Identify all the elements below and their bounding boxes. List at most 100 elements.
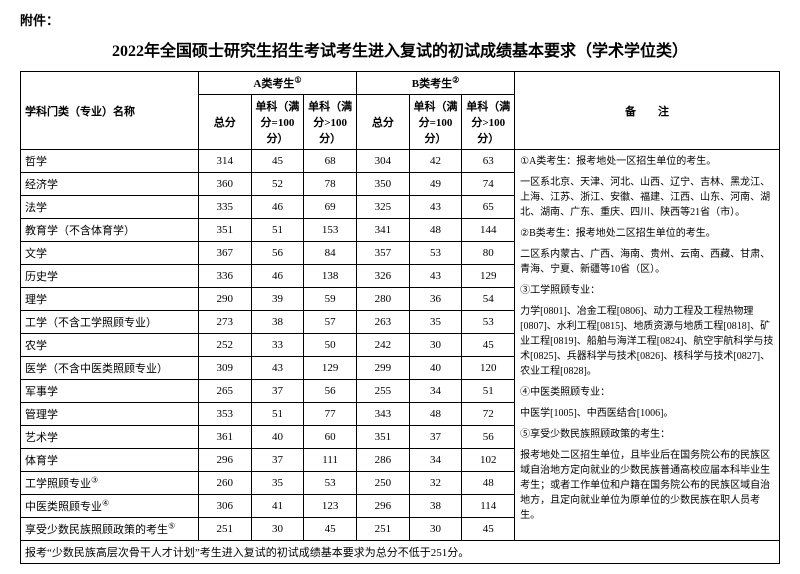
score-cell: 72	[462, 403, 515, 426]
score-cell: 52	[251, 173, 304, 196]
score-cell: 43	[409, 265, 462, 288]
score-cell: 351	[198, 219, 251, 242]
score-cell: 54	[462, 288, 515, 311]
score-cell: 48	[409, 403, 462, 426]
score-cell: 40	[409, 357, 462, 380]
row-name: 工学照顾专业③	[21, 472, 199, 495]
score-cell: 351	[357, 426, 410, 449]
score-cell: 129	[304, 357, 357, 380]
score-cell: 45	[462, 334, 515, 357]
row-name: 工学（不含工学照顾专业）	[21, 311, 199, 334]
score-cell: 43	[409, 196, 462, 219]
score-cell: 114	[462, 495, 515, 518]
row-name: 享受少数民族照顾政策的考生⑤	[21, 518, 199, 541]
row-name: 文学	[21, 242, 199, 265]
score-cell: 343	[357, 403, 410, 426]
score-cell: 56	[462, 426, 515, 449]
score-cell: 42	[409, 150, 462, 173]
score-cell: 69	[304, 196, 357, 219]
score-cell: 53	[304, 472, 357, 495]
score-cell: 45	[462, 518, 515, 541]
row-name: 管理学	[21, 403, 199, 426]
score-cell: 314	[198, 150, 251, 173]
score-cell: 53	[462, 311, 515, 334]
page-title: 2022年全国硕士研究生招生考试考生进入复试的初试成绩基本要求（学术学位类）	[20, 37, 780, 61]
score-cell: 46	[251, 265, 304, 288]
score-cell: 263	[357, 311, 410, 334]
score-cell: 111	[304, 449, 357, 472]
score-cell: 78	[304, 173, 357, 196]
score-cell: 304	[357, 150, 410, 173]
score-cell: 260	[198, 472, 251, 495]
score-cell: 48	[462, 472, 515, 495]
th-catB: B类考生②	[357, 72, 515, 95]
row-name: 军事学	[21, 380, 199, 403]
score-cell: 255	[357, 380, 410, 403]
score-cell: 335	[198, 196, 251, 219]
score-cell: 59	[304, 288, 357, 311]
score-cell: 30	[251, 518, 304, 541]
score-cell: 50	[304, 334, 357, 357]
scores-table: 学科门类（专业）名称 A类考生① B类考生② 备 注 总分 单科（满分=100分…	[20, 71, 780, 564]
row-name: 艺术学	[21, 426, 199, 449]
notes-cell: ①A类考生：报考地处一区招生单位的考生。一区系北京、天津、河北、山西、辽宁、吉林…	[515, 150, 780, 541]
score-cell: 32	[409, 472, 462, 495]
score-cell: 56	[304, 380, 357, 403]
score-cell: 34	[409, 380, 462, 403]
score-cell: 45	[251, 150, 304, 173]
th-a-total: 总分	[198, 95, 251, 150]
score-cell: 153	[304, 219, 357, 242]
score-cell: 35	[251, 472, 304, 495]
score-cell: 48	[409, 219, 462, 242]
score-cell: 51	[251, 219, 304, 242]
th-a-sub100: 单科（满分=100分）	[251, 95, 304, 150]
th-b-total: 总分	[357, 95, 410, 150]
score-cell: 290	[198, 288, 251, 311]
score-cell: 326	[357, 265, 410, 288]
score-cell: 36	[409, 288, 462, 311]
score-cell: 57	[304, 311, 357, 334]
score-cell: 45	[304, 518, 357, 541]
score-cell: 80	[462, 242, 515, 265]
row-name: 体育学	[21, 449, 199, 472]
score-cell: 30	[409, 334, 462, 357]
score-cell: 273	[198, 311, 251, 334]
score-cell: 252	[198, 334, 251, 357]
row-name: 中医类照顾专业④	[21, 495, 199, 518]
score-cell: 53	[409, 242, 462, 265]
score-cell: 286	[357, 449, 410, 472]
score-cell: 35	[409, 311, 462, 334]
th-catA: A类考生①	[198, 72, 356, 95]
score-cell: 341	[357, 219, 410, 242]
score-cell: 296	[357, 495, 410, 518]
score-cell: 251	[198, 518, 251, 541]
row-name: 历史学	[21, 265, 199, 288]
score-cell: 33	[251, 334, 304, 357]
score-cell: 360	[198, 173, 251, 196]
score-cell: 242	[357, 334, 410, 357]
score-cell: 357	[357, 242, 410, 265]
score-cell: 38	[251, 311, 304, 334]
score-cell: 123	[304, 495, 357, 518]
score-cell: 37	[409, 426, 462, 449]
th-subject: 学科门类（专业）名称	[21, 72, 199, 150]
row-name: 哲学	[21, 150, 199, 173]
score-cell: 49	[409, 173, 462, 196]
th-b-sub100: 单科（满分=100分）	[409, 95, 462, 150]
score-cell: 144	[462, 219, 515, 242]
score-cell: 280	[357, 288, 410, 311]
th-notes: 备 注	[515, 72, 780, 150]
score-cell: 74	[462, 173, 515, 196]
score-cell: 56	[251, 242, 304, 265]
footnote: 报考“少数民族高层次骨干人才计划”考生进入复试的初试成绩基本要求为总分不低于25…	[21, 541, 780, 564]
score-cell: 30	[409, 518, 462, 541]
score-cell: 129	[462, 265, 515, 288]
score-cell: 299	[357, 357, 410, 380]
row-name: 教育学（不含体育学）	[21, 219, 199, 242]
score-cell: 43	[251, 357, 304, 380]
score-cell: 65	[462, 196, 515, 219]
score-cell: 306	[198, 495, 251, 518]
score-cell: 361	[198, 426, 251, 449]
score-cell: 60	[304, 426, 357, 449]
score-cell: 46	[251, 196, 304, 219]
